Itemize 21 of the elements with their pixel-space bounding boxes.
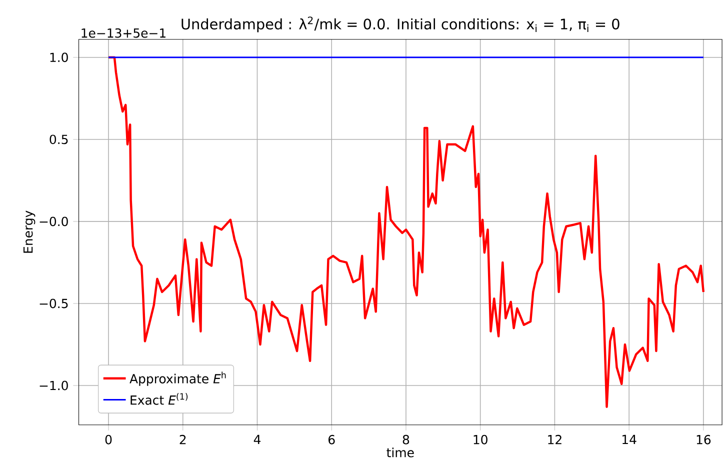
x-tick-label: 8 bbox=[402, 434, 410, 444]
text: 1e−13+5e−1 bbox=[82, 28, 166, 38]
x-tick-label: 10 bbox=[474, 434, 488, 444]
x-tick-label: 14 bbox=[622, 434, 636, 444]
y-tick-label: 0.5 bbox=[50, 134, 68, 144]
x-tick-label: 16 bbox=[696, 434, 711, 444]
line-series bbox=[107, 56, 705, 408]
y-tick-label: −1.0 bbox=[40, 380, 68, 390]
x-axis-title: time bbox=[386, 448, 414, 458]
y-tick-label: 1.0 bbox=[50, 52, 68, 62]
x-tick-label: 12 bbox=[548, 434, 562, 444]
y-tick-label: −0.5 bbox=[40, 298, 68, 308]
y-axis-title: Energy bbox=[24, 210, 36, 253]
y-tick-label: −0.0 bbox=[40, 216, 68, 226]
x-tick-label: 6 bbox=[328, 434, 335, 444]
chart-title: Underdamped : λ$^{2}$/mk = 0.0. Initial conditions: x$_{i}$ = 1, π$_{i}$ = 0 bbox=[182, 16, 620, 32]
x-tick-label: 2 bbox=[180, 434, 186, 444]
x-tick-label: 0 bbox=[105, 434, 112, 444]
legend-label: Exact E$^{(1)}$ bbox=[130, 392, 188, 405]
legend-label: Approximate E$^{h}$ bbox=[130, 372, 226, 386]
x-tick-label: 4 bbox=[254, 434, 261, 444]
